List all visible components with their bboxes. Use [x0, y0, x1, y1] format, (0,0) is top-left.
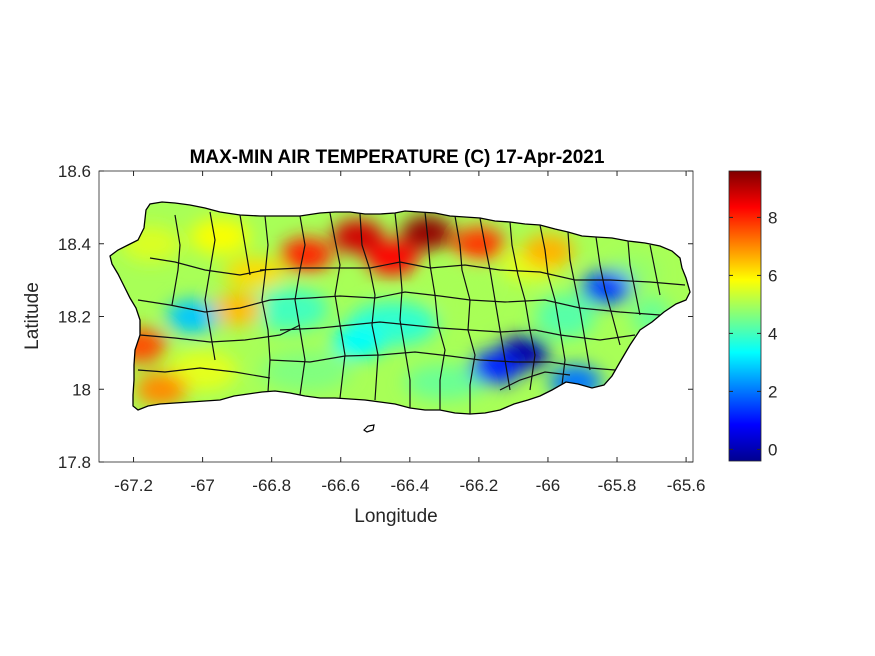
x-tick-label: -65.6	[667, 476, 706, 495]
municipality-boundary	[139, 324, 301, 343]
heat-core	[409, 215, 446, 236]
y-tick-label: 18.6	[58, 162, 91, 181]
small-island-outline	[363, 424, 375, 433]
hotspot	[366, 241, 419, 276]
municipality-boundary	[509, 221, 536, 391]
x-tick-label: -66.4	[390, 476, 429, 495]
heat-field	[535, 294, 596, 339]
y-tick-label: 17.8	[58, 453, 91, 472]
y-axis: 17.8 18 18.2 18.4 18.6	[58, 162, 693, 472]
map-layer	[109, 201, 691, 433]
municipality-boundary	[294, 215, 306, 396]
y-tick-label: 18.2	[58, 308, 91, 327]
municipality-boundary	[394, 212, 411, 408]
heat-core	[592, 278, 621, 297]
colorbar-tick-label: 4	[768, 324, 777, 343]
x-axis-label: Longitude	[354, 506, 437, 527]
y-tick-label: 18	[72, 380, 91, 399]
municipality-boundary	[499, 371, 571, 391]
colorbar-tick-label: 0	[768, 440, 777, 459]
heat-field	[189, 218, 250, 255]
heat-field	[167, 351, 238, 392]
hotspot	[211, 292, 264, 327]
municipality-boundary	[329, 212, 346, 399]
heat-field	[404, 363, 485, 400]
municipality-boundary	[269, 351, 616, 371]
municipality-boundary	[259, 261, 686, 286]
municipality-boundary	[204, 211, 216, 361]
x-tick-label: -66.8	[252, 476, 291, 495]
municipality-boundary	[239, 214, 251, 276]
x-axis: -67.2 -67 -66.8 -66.6 -66.4 -66.2 -66 -65.8 -65.…	[114, 171, 705, 495]
hotspot	[135, 372, 188, 407]
y-axis-label: Latitude	[22, 282, 43, 350]
colorbar-ticks: 0 2 4 6 8	[729, 208, 777, 459]
municipality-boundary	[595, 236, 621, 346]
municipality-boundary	[479, 217, 511, 391]
coldspot	[332, 324, 385, 359]
municipality-boundary	[137, 299, 271, 313]
municipality-boundary	[539, 224, 566, 386]
island-outline	[109, 201, 691, 415]
x-tick-label: -67	[190, 476, 215, 495]
hotspot	[521, 234, 574, 269]
x-tick-label: -66	[536, 476, 561, 495]
municipality-boundary	[424, 211, 446, 410]
municipality-boundary	[627, 240, 641, 316]
chart-title: MAX-MIN AIR TEMPERATURE (C) 17-Apr-2021	[190, 147, 605, 168]
colorbar	[728, 170, 762, 462]
municipality-boundary	[454, 215, 476, 414]
y-tick-label: 18.4	[58, 235, 91, 254]
municipality-boundary	[567, 231, 591, 371]
municipality-boundary	[279, 321, 636, 341]
coldspot	[166, 299, 219, 334]
hotspot	[332, 219, 385, 254]
hotspot	[280, 237, 333, 272]
coldspot	[470, 350, 523, 385]
hotspot	[452, 226, 505, 261]
heat-field	[431, 267, 492, 308]
municipality-boundaries	[137, 211, 686, 414]
municipality-boundary	[649, 244, 661, 296]
municipality-boundary	[149, 257, 266, 276]
municipality-boundary	[269, 291, 661, 316]
x-tick-label: -66.6	[321, 476, 360, 495]
municipality-boundary	[171, 214, 181, 306]
x-tick-label: -65.8	[598, 476, 637, 495]
heat-field	[224, 257, 285, 288]
x-tick-label: -67.2	[114, 476, 153, 495]
municipality-boundary	[137, 367, 271, 379]
colorbar-tick-label: 6	[768, 266, 777, 285]
heat-core	[509, 343, 538, 362]
colorbar-tick-label: 8	[768, 208, 777, 227]
colorbar-tick-label: 2	[768, 382, 777, 401]
x-tick-label: -66.2	[460, 476, 499, 495]
